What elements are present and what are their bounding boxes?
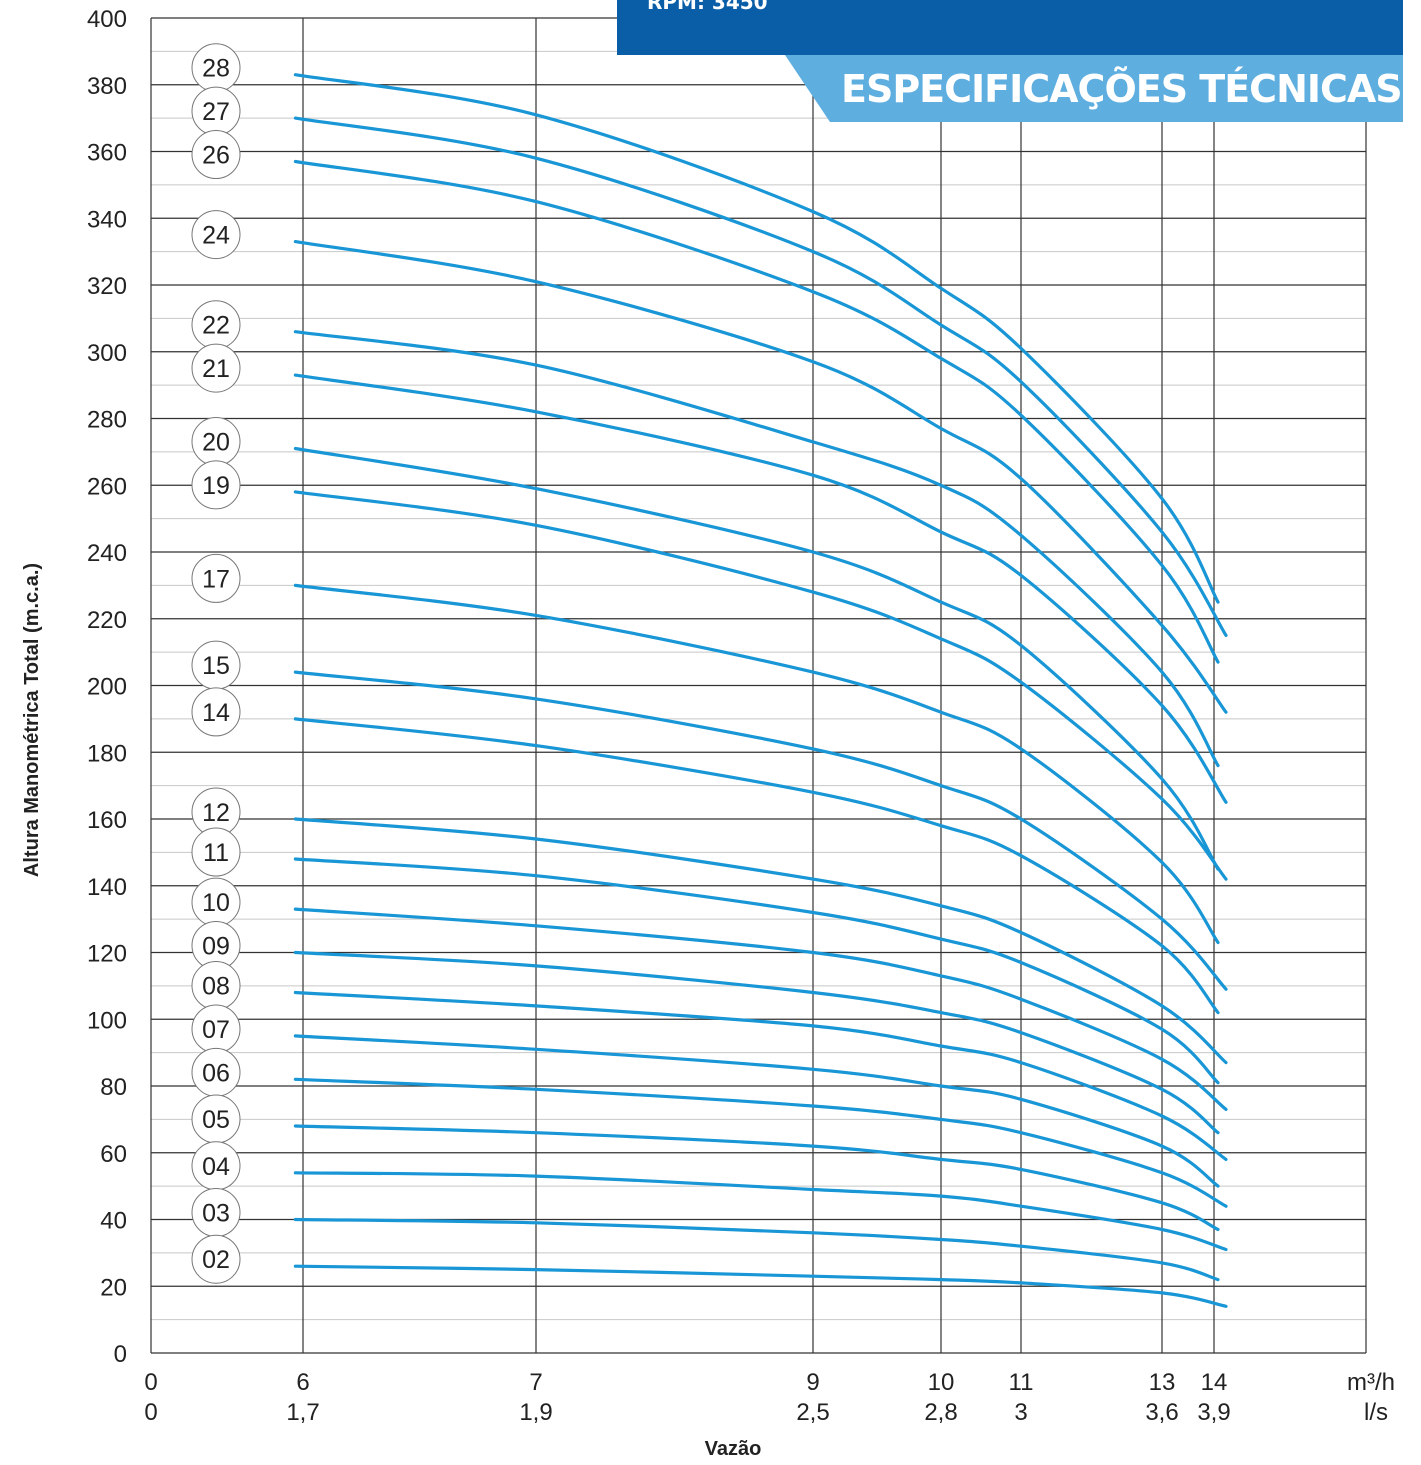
y-tick-label: 120 bbox=[87, 941, 127, 968]
y-tick-label: 180 bbox=[87, 740, 127, 767]
rpm-text: RPM: 3450 bbox=[647, 0, 768, 14]
y-tick-label: 280 bbox=[87, 407, 127, 434]
curve-19 bbox=[293, 490, 1228, 881]
x-tick-label: 14 bbox=[1201, 1369, 1228, 1396]
stage-label: 19 bbox=[202, 472, 230, 500]
y-tick-label: 220 bbox=[87, 607, 127, 634]
y-tick-label: 240 bbox=[87, 540, 127, 567]
stage-label: 05 bbox=[202, 1106, 230, 1134]
curve-17 bbox=[293, 583, 1220, 945]
stage-badge bbox=[191, 460, 241, 510]
x-tick-label-secondary: 1,7 bbox=[286, 1399, 319, 1426]
stage-label: 10 bbox=[202, 889, 230, 917]
stage-label: 11 bbox=[203, 839, 229, 867]
y-tick-label: 400 bbox=[87, 6, 127, 33]
stage-label: 22 bbox=[202, 312, 230, 340]
x-tick-label-secondary: 2,5 bbox=[796, 1399, 829, 1426]
x-unit-secondary: l/s bbox=[1364, 1399, 1388, 1426]
stage-label: 24 bbox=[202, 222, 230, 250]
y-axis-title: Altura Manométrica Total (m.c.a.) bbox=[21, 563, 43, 877]
rpm-banner: RPM: 3450 bbox=[617, 0, 1403, 55]
stage-label: 04 bbox=[202, 1153, 230, 1181]
x-tick-label-secondary: 0 bbox=[144, 1399, 157, 1426]
y-tick-label: 300 bbox=[87, 340, 127, 367]
x-tick-label: 6 bbox=[296, 1369, 309, 1396]
y-tick-label: 60 bbox=[100, 1141, 127, 1168]
curve-06 bbox=[293, 1077, 1228, 1208]
curve-27 bbox=[293, 116, 1228, 637]
curve-05 bbox=[293, 1124, 1220, 1232]
stage-badge bbox=[191, 210, 241, 260]
y-tick-label: 80 bbox=[100, 1074, 127, 1101]
section-title: ESPECIFICAÇÕES TÉCNICAS bbox=[841, 67, 1403, 111]
curve-04 bbox=[293, 1171, 1228, 1252]
y-tick-label: 360 bbox=[87, 140, 127, 167]
stage-label: 21 bbox=[202, 355, 230, 383]
x-tick-label: 7 bbox=[529, 1369, 542, 1396]
curve-11 bbox=[293, 857, 1220, 1085]
y-tick-label: 100 bbox=[87, 1007, 127, 1034]
y-tick-label: 320 bbox=[87, 273, 127, 300]
stage-label: 27 bbox=[202, 98, 230, 126]
stage-label: 15 bbox=[202, 652, 230, 680]
curve-21 bbox=[293, 373, 1228, 804]
stage-badge bbox=[191, 130, 241, 180]
curve-08 bbox=[293, 990, 1228, 1161]
y-tick-label: 0 bbox=[114, 1341, 127, 1368]
y-tick-label: 260 bbox=[87, 473, 127, 500]
x-tick-label: 0 bbox=[144, 1369, 157, 1396]
stage-label: 17 bbox=[202, 565, 230, 593]
stage-label: 08 bbox=[202, 973, 230, 1001]
x-tick-label-secondary: 1,9 bbox=[519, 1399, 552, 1426]
curve-28 bbox=[293, 73, 1220, 604]
stage-label: 12 bbox=[202, 799, 230, 827]
y-tick-label: 160 bbox=[87, 807, 127, 834]
curve-03 bbox=[293, 1217, 1220, 1282]
curve-09 bbox=[293, 950, 1220, 1135]
curve-20 bbox=[293, 446, 1220, 871]
x-tick-label-secondary: 3,6 bbox=[1145, 1399, 1178, 1426]
x-tick-label-secondary: 2,8 bbox=[924, 1399, 957, 1426]
stage-label: 14 bbox=[202, 699, 230, 727]
curve-02 bbox=[293, 1264, 1228, 1308]
y-tick-label: 20 bbox=[100, 1274, 127, 1301]
curve-14 bbox=[293, 717, 1220, 1015]
x-tick-label-secondary: 3,9 bbox=[1197, 1399, 1230, 1426]
curve-07 bbox=[293, 1034, 1220, 1188]
curve-10 bbox=[293, 907, 1228, 1111]
stage-label: 09 bbox=[202, 933, 230, 961]
y-tick-label: 200 bbox=[87, 674, 127, 701]
stage-label: 28 bbox=[202, 55, 230, 83]
curve-26 bbox=[293, 159, 1220, 664]
curve-12 bbox=[293, 817, 1228, 1065]
stage-badge bbox=[191, 343, 241, 393]
x-tick-label: 11 bbox=[1009, 1369, 1034, 1396]
y-tick-label: 340 bbox=[87, 206, 127, 233]
y-tick-label: 140 bbox=[87, 874, 127, 901]
stage-badge bbox=[191, 827, 241, 877]
curve-22 bbox=[293, 330, 1220, 768]
stage-label: 06 bbox=[202, 1059, 230, 1087]
x-tick-label-secondary: 3 bbox=[1014, 1399, 1027, 1426]
x-tick-label: 9 bbox=[806, 1369, 819, 1396]
x-tick-label: 13 bbox=[1149, 1369, 1176, 1396]
x-tick-label: 10 bbox=[928, 1369, 955, 1396]
x-unit-primary: m³/h bbox=[1347, 1369, 1395, 1396]
stage-label: 03 bbox=[202, 1200, 230, 1228]
curve-15 bbox=[293, 670, 1228, 991]
stage-badge bbox=[191, 553, 241, 603]
stage-label: 20 bbox=[202, 429, 230, 457]
stage-badge bbox=[191, 687, 241, 737]
section-title-banner: ESPECIFICAÇÕES TÉCNICAS bbox=[785, 55, 1403, 122]
stage-label: 07 bbox=[202, 1016, 230, 1044]
stage-label: 02 bbox=[202, 1246, 230, 1274]
y-tick-label: 380 bbox=[87, 73, 127, 100]
y-tick-label: 40 bbox=[100, 1208, 127, 1235]
curve-24 bbox=[293, 240, 1228, 714]
stage-label: 26 bbox=[202, 142, 230, 170]
stage-badge bbox=[191, 1234, 241, 1284]
x-axis-title: Vazão bbox=[705, 1438, 762, 1460]
